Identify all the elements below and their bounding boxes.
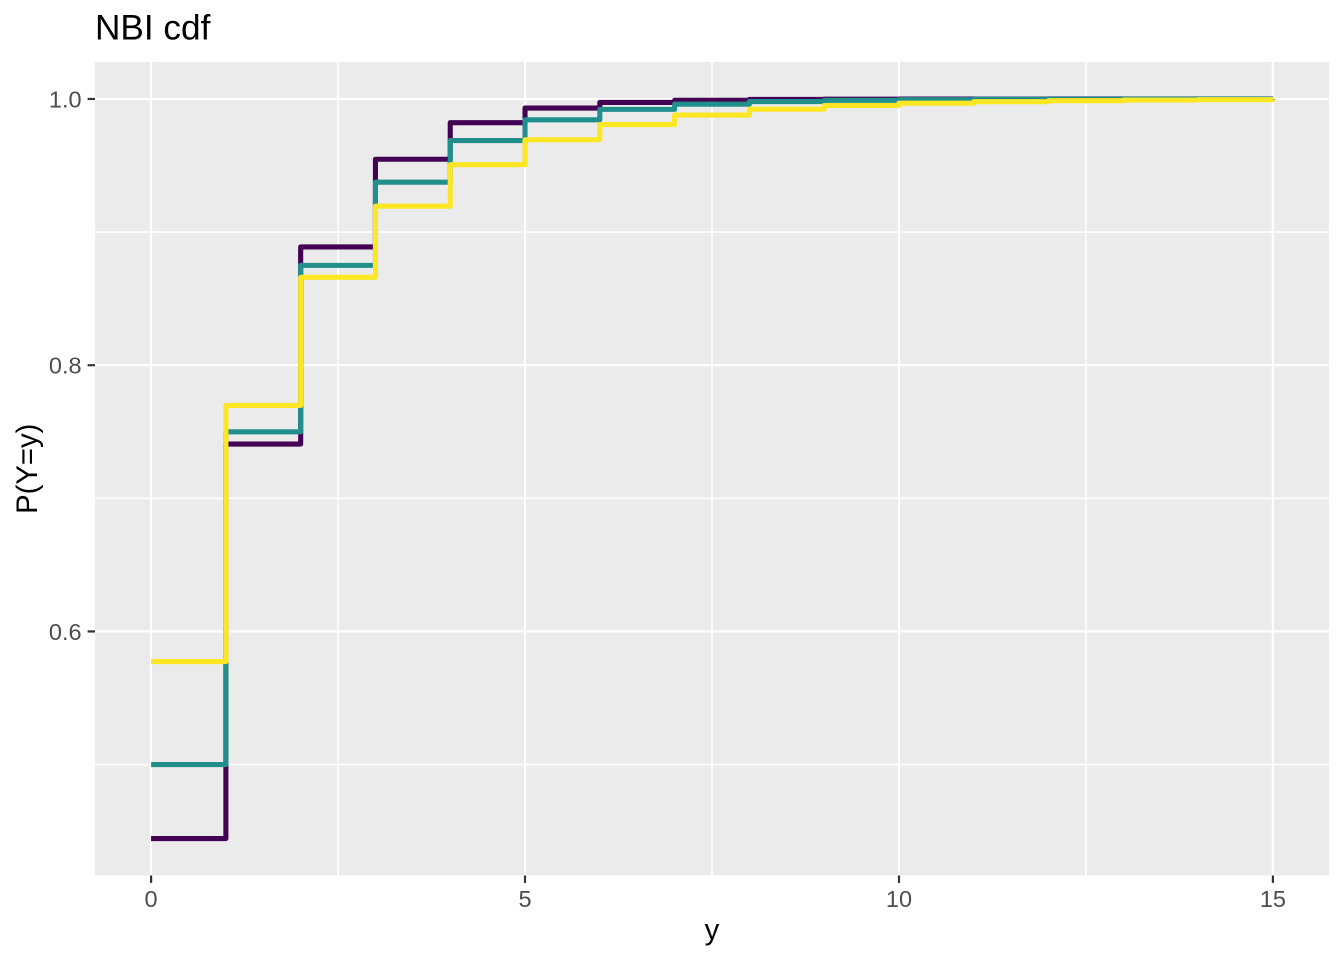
svg-text:10: 10 (886, 886, 912, 912)
svg-text:0: 0 (145, 886, 158, 912)
svg-text:0.8: 0.8 (49, 353, 82, 379)
svg-text:y: y (705, 914, 720, 947)
svg-text:P(Y=y): P(Y=y) (11, 424, 44, 514)
svg-text:1.0: 1.0 (49, 86, 82, 112)
svg-text:NBI cdf: NBI cdf (95, 9, 211, 48)
svg-text:15: 15 (1260, 886, 1286, 912)
svg-text:0.6: 0.6 (49, 619, 82, 645)
svg-text:5: 5 (518, 886, 531, 912)
